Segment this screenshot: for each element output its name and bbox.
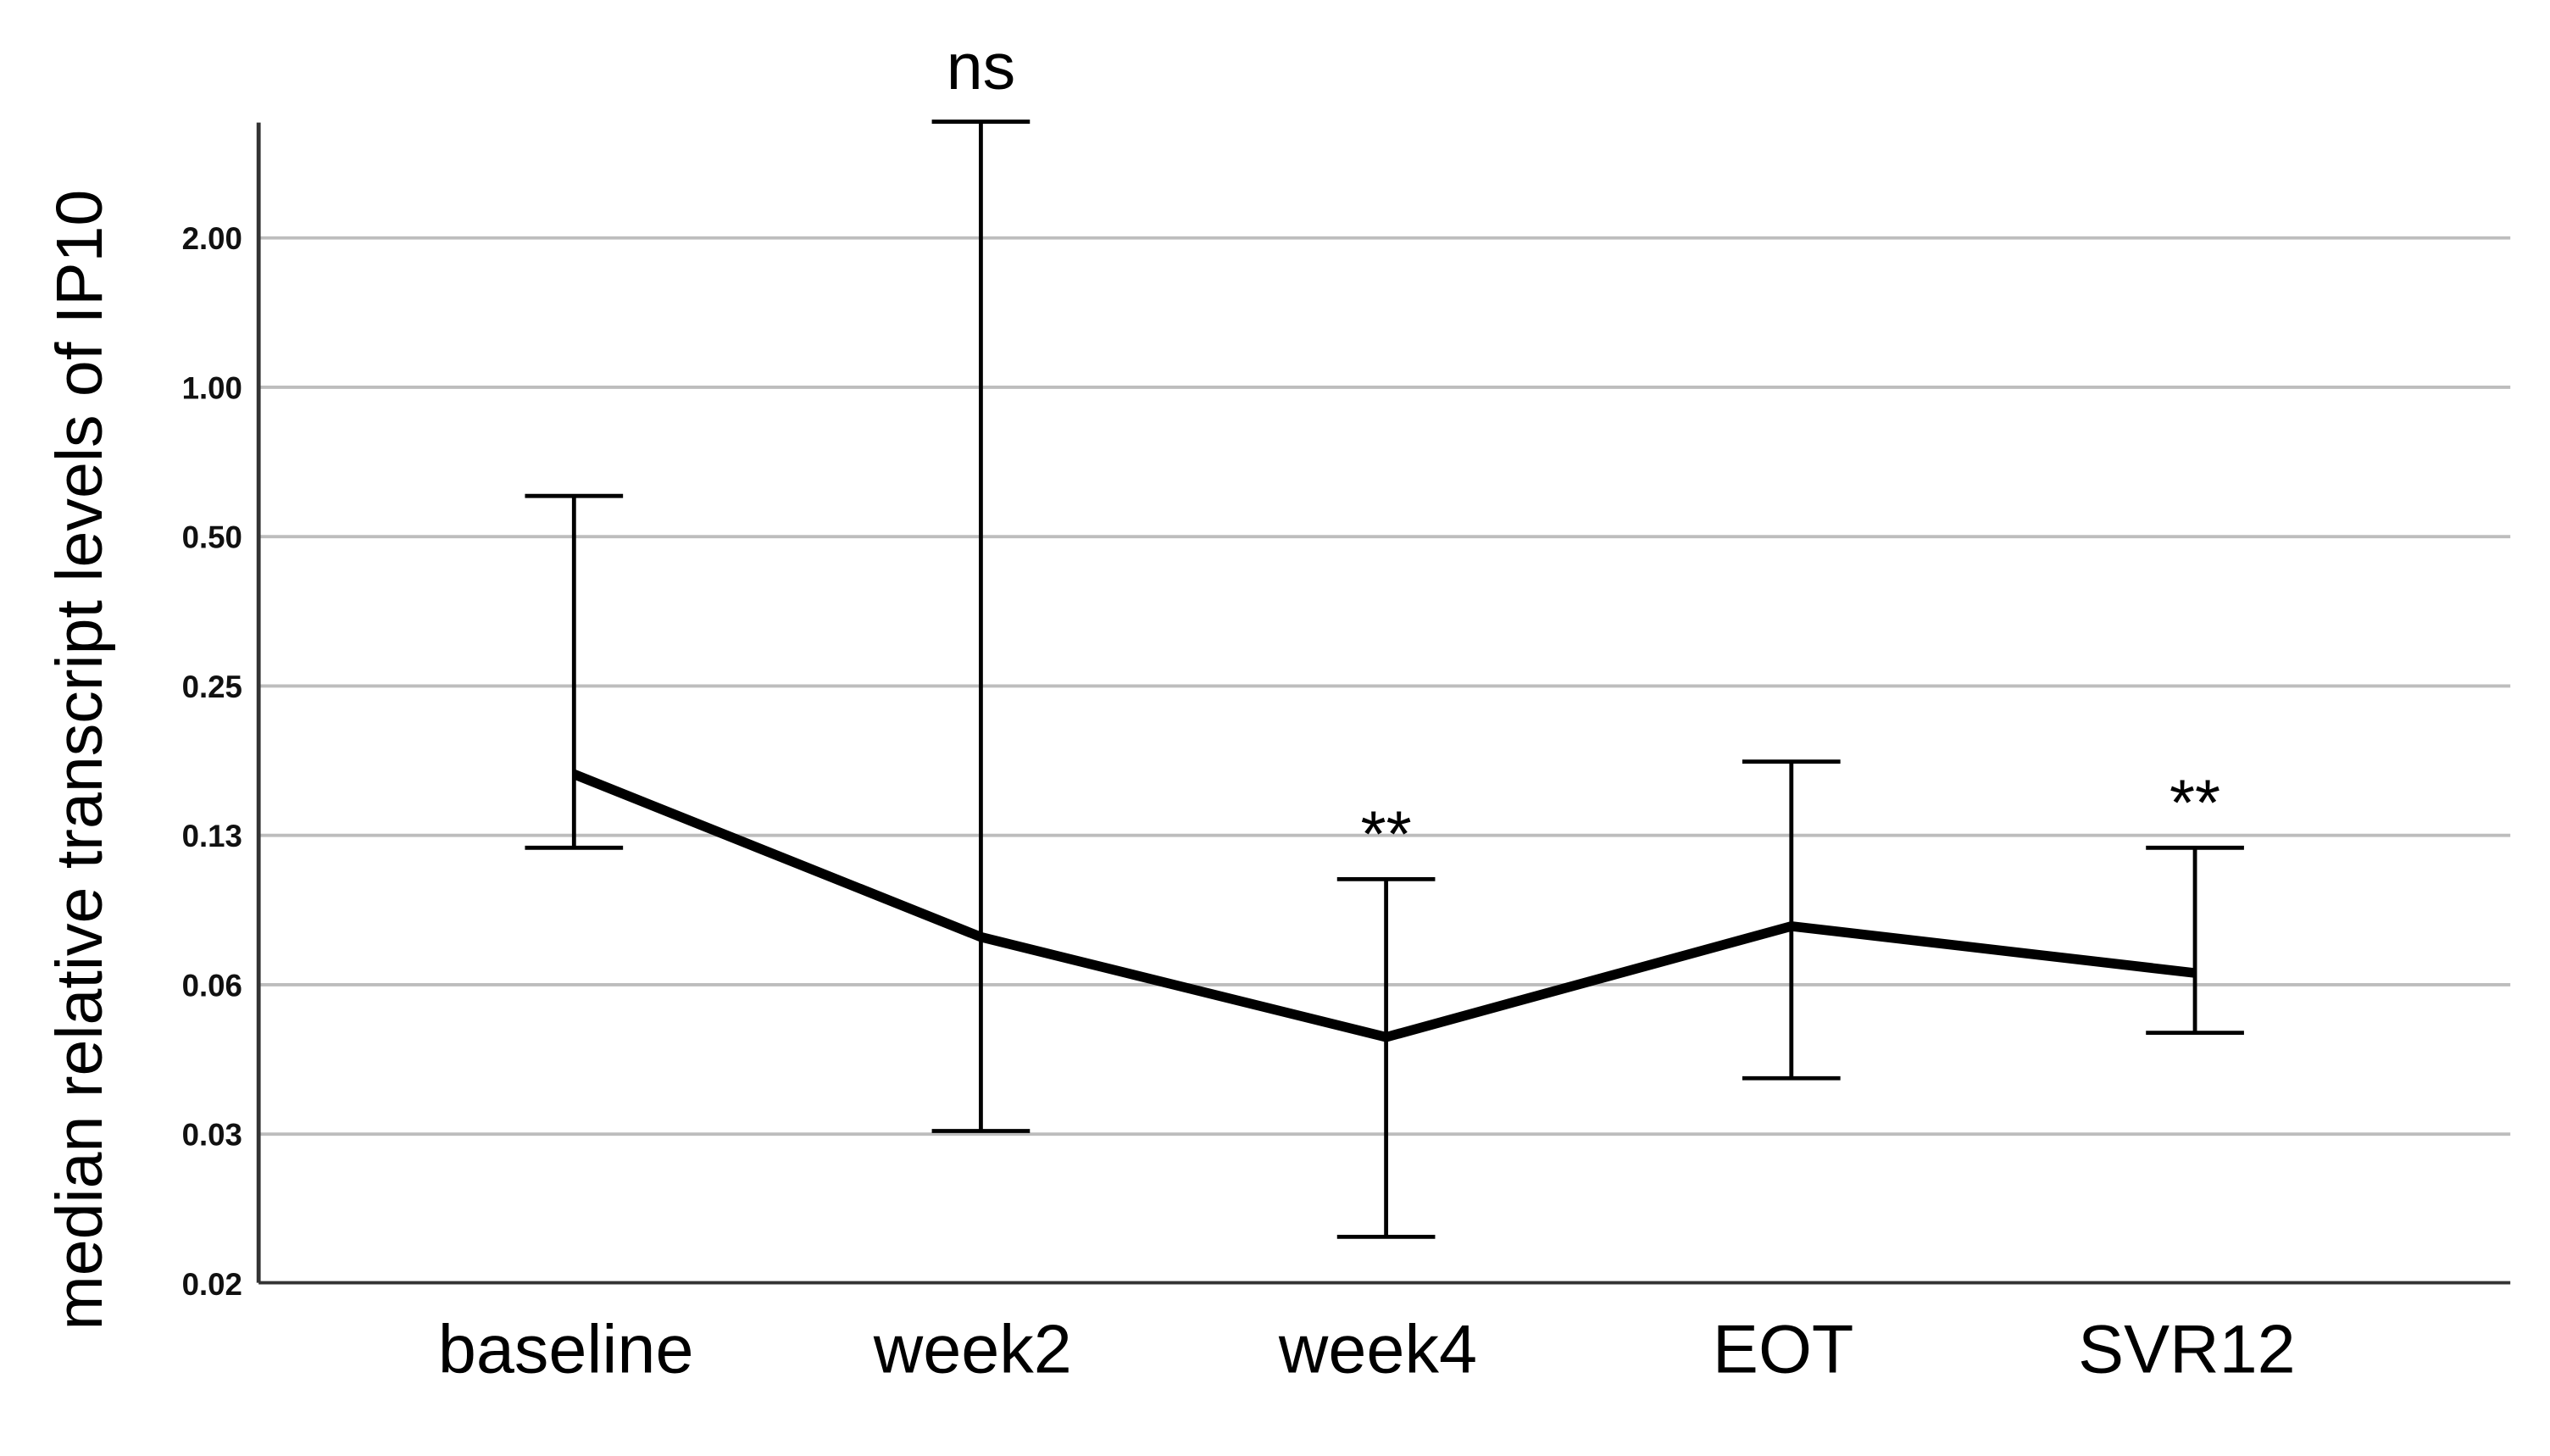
y-tick-label: 0.03 — [182, 1118, 242, 1153]
x-tick-label: week2 — [873, 1312, 1072, 1388]
significance-annotation: ns — [947, 31, 1015, 103]
x-tick-label: EOT — [1713, 1312, 1853, 1388]
y-tick-label: 0.25 — [182, 670, 242, 704]
error-bar-week2 — [931, 119, 1031, 1133]
x-tick-label: baseline — [438, 1312, 694, 1388]
significance-annotation: ** — [2169, 766, 2220, 839]
error-bar-SVR12 — [2146, 845, 2244, 1036]
y-tick-label: 1.00 — [182, 370, 242, 405]
y-axis-label: median relative transcript levels of IP1… — [43, 190, 116, 1331]
error-bar-week4 — [1336, 876, 1436, 1239]
y-tick-label: 0.02 — [182, 1267, 242, 1302]
y-tick-label: 0.50 — [182, 520, 242, 555]
x-tick-label: week4 — [1278, 1312, 1477, 1388]
error-bar-baseline — [525, 493, 624, 850]
y-tick-label: 0.06 — [182, 968, 242, 1003]
y-tick-label: 2.00 — [182, 221, 242, 256]
median-line — [572, 770, 2196, 1042]
y-tick-label: 0.13 — [182, 819, 242, 853]
significance-annotation: ** — [1361, 797, 1412, 870]
error-bar-EOT — [1742, 759, 1841, 1081]
x-tick-label: SVR12 — [2078, 1312, 2296, 1388]
